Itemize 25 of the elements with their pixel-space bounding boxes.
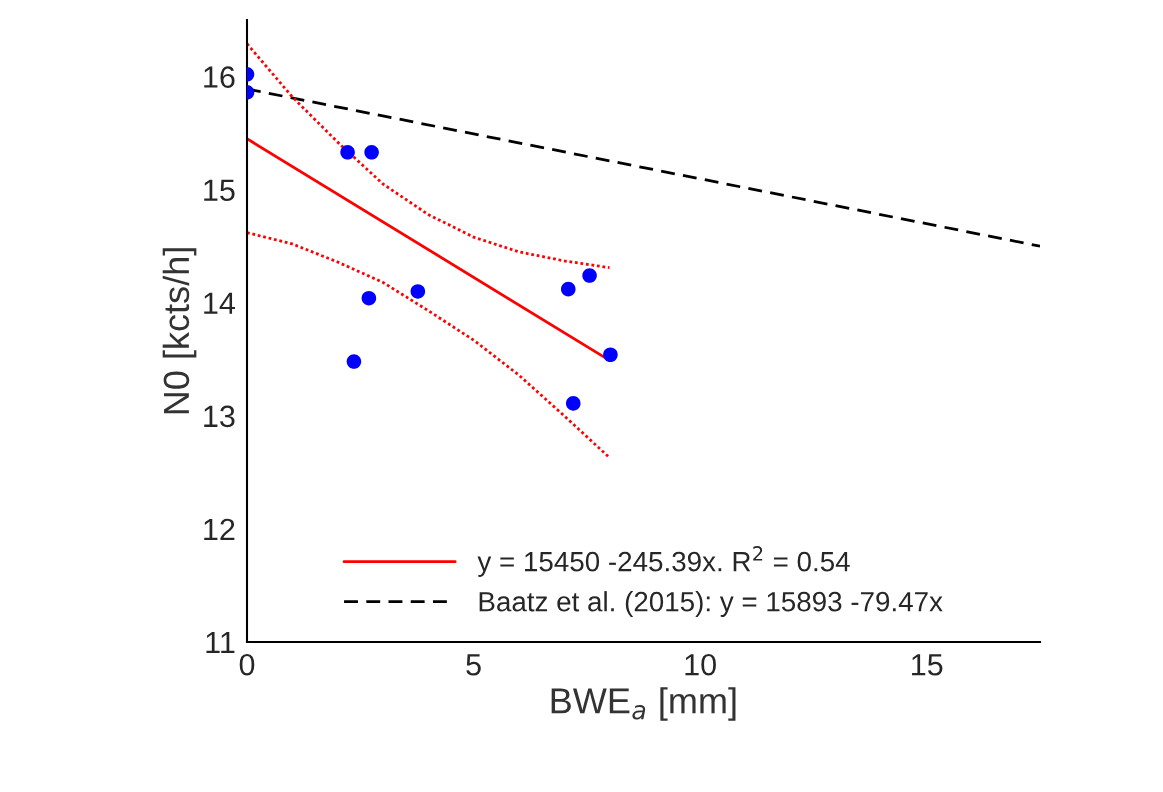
x-tick-label: 10: [685, 653, 716, 676]
line-series: [247, 231, 611, 460]
x-axis-title: BWE$_{a}$ [mm]: [551, 687, 736, 721]
y-tick-label: 13: [204, 405, 235, 428]
point: [565, 396, 581, 411]
legend-label: Baatz et al. (2015): y = 15893 -79.47x: [479, 591, 943, 617]
y-tick-label: 15: [204, 179, 235, 202]
point: [582, 268, 597, 283]
y-tick-label: 14: [204, 292, 235, 314]
y-tick-label: 12: [204, 518, 235, 540]
point: [603, 347, 618, 363]
y-axis-title: N0 [kcts/h]: [162, 248, 197, 414]
point: [361, 290, 377, 306]
y-tick-label: 11: [206, 632, 235, 654]
point: [410, 284, 426, 299]
x-tick-label: 15: [912, 654, 943, 676]
line-series: [247, 42, 611, 270]
x-tick-label: 0: [239, 653, 255, 676]
legend-label: y = 15450 -245.39x. R$^{2}$ = 0.54: [477, 546, 850, 577]
x-tick-label: 5: [466, 654, 481, 676]
point: [364, 145, 379, 160]
y-tick-label: 16: [204, 66, 235, 88]
point: [340, 145, 355, 160]
point: [346, 354, 362, 369]
point: [560, 281, 576, 297]
